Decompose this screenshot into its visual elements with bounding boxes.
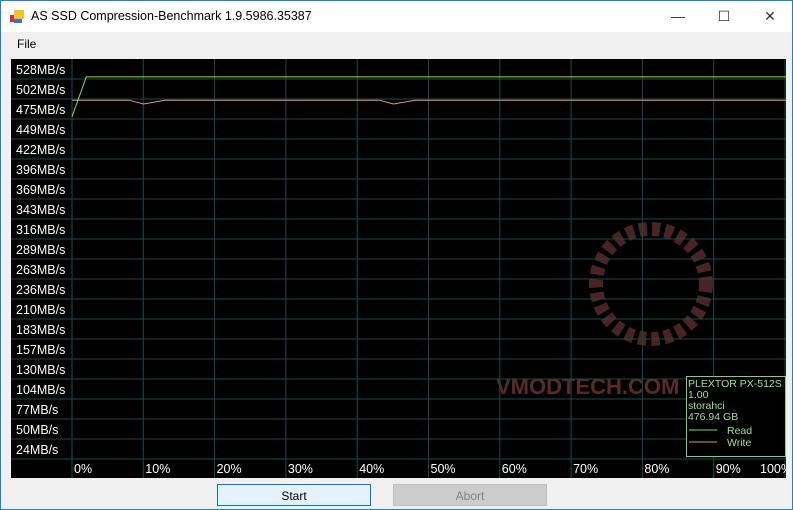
x-tick-label: 0% [74,462,92,476]
x-tick-label: 50% [431,462,456,476]
menu-file[interactable]: File [17,37,37,51]
x-tick-label: 70% [573,462,598,476]
y-tick-label: 236MB/s [16,283,65,297]
y-tick-label: 263MB/s [16,263,65,277]
legend-info: PLEXTOR PX-512S [688,378,782,390]
series-line-write [72,99,786,105]
y-tick-label: 157MB/s [16,343,65,357]
y-tick-label: 343MB/s [16,203,65,217]
y-tick-label: 24MB/s [16,443,58,457]
menu-bar: File [1,32,792,56]
legend-label: Write [727,437,751,449]
x-tick-label: 80% [644,462,669,476]
y-tick-label: 449MB/s [16,123,65,137]
legend-info: 1.00 [688,389,709,401]
y-tick-label: 104MB/s [16,383,65,397]
y-tick-label: 369MB/s [16,183,65,197]
y-tick-label: 130MB/s [16,363,65,377]
abort-button: Abort [393,484,547,506]
watermark-logo [589,222,713,346]
y-tick-label: 475MB/s [16,103,65,117]
y-tick-label: 316MB/s [16,223,65,237]
x-tick-label: 10% [145,462,170,476]
app-icon [10,10,24,23]
y-tick-label: 77MB/s [16,403,58,417]
minimize-button[interactable]: — [671,8,685,24]
window-title: AS SSD Compression-Benchmark 1.9.5986.35… [31,9,312,23]
legend-info: 476.94 GB [688,411,738,423]
series-line-read [71,76,786,117]
benchmark-chart: VMODTECH.COM 528MB/s 502MB/s 475MB/s 449MB/s… [11,59,786,478]
y-tick-label: 50MB/s [16,423,58,437]
start-button[interactable]: Start [217,484,371,506]
x-tick-label: 20% [217,462,242,476]
x-tick-label: 100% [760,462,786,476]
y-tick-label: 183MB/s [16,323,65,337]
y-tick-label: 396MB/s [16,163,65,177]
watermark-text: VMODTECH.COM [496,374,679,399]
y-tick-label: 210MB/s [16,303,65,317]
title-bar: AS SSD Compression-Benchmark 1.9.5986.35… [1,1,792,32]
close-button[interactable]: ✕ [764,8,776,24]
y-tick-label: 289MB/s [16,243,65,257]
maximize-button[interactable]: ☐ [717,8,731,24]
x-tick-label: 30% [288,462,313,476]
legend-label: Read [727,425,752,437]
x-tick-label: 90% [716,462,741,476]
y-tick-label: 422MB/s [16,143,65,157]
x-tick-label: 60% [502,462,527,476]
legend-box [686,376,786,457]
y-tick-label: 528MB/s [16,63,65,77]
x-tick-label: 40% [359,462,384,476]
legend-info: storahci [688,400,725,412]
y-tick-label: 502MB/s [16,83,65,97]
